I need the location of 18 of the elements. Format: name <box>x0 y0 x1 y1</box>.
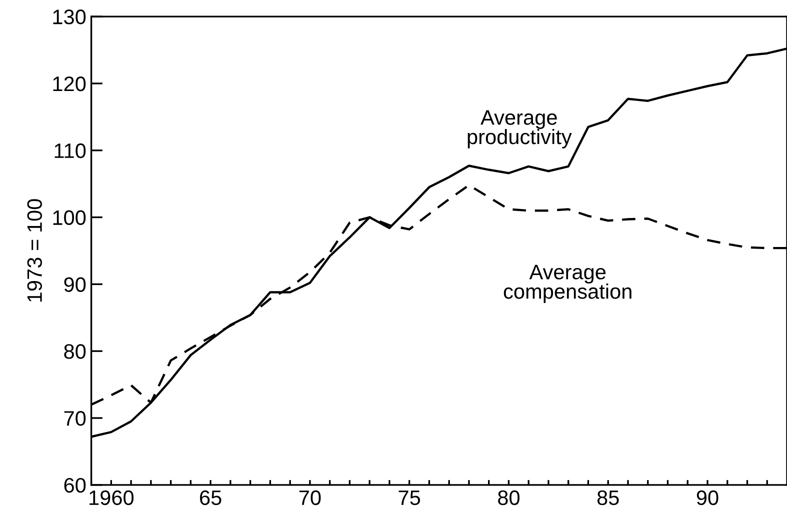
text: Average compensation <box>504 264 632 303</box>
x-tick-label: 90 <box>696 490 718 506</box>
y-tick-label: 60 <box>64 478 86 493</box>
y-axis-title: 1973 = 100 <box>27 199 42 302</box>
x-tick-label: 70 <box>299 490 321 506</box>
x-tick-label: 65 <box>200 490 222 506</box>
y-tick-label: 70 <box>64 411 86 426</box>
x-tick-label: 85 <box>597 490 619 506</box>
series-label: Average productivity <box>468 110 572 148</box>
y-tick-label: 100 <box>53 210 86 226</box>
y-tick-label: 120 <box>53 76 86 92</box>
x-tick-label: 1960 <box>90 490 134 506</box>
y-tick-label: 80 <box>64 344 86 359</box>
y-tick-label: 130 <box>53 10 86 24</box>
y-tick-label: 110 <box>54 143 86 158</box>
x-tick-label: 80 <box>498 490 520 506</box>
x-tick-label: 75 <box>398 490 420 506</box>
y-tick-label: 90 <box>64 277 86 292</box>
